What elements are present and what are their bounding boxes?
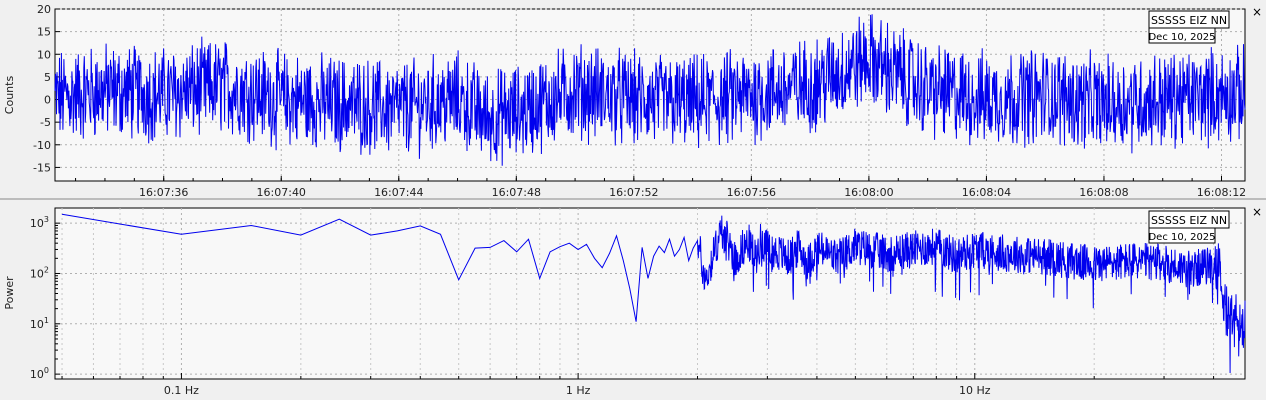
- waveform-y-tick-label: -15: [33, 161, 51, 174]
- waveform-panel: -15 -10 -5 0 5 10 15 20 16:07:36 16:07:40 16:07:44…: [3, 3, 1262, 199]
- waveform-y-tick-label: -10: [33, 139, 51, 152]
- waveform-station-stamp: SSSSS EIZ NN Dec 10, 2025: [1148, 10, 1230, 44]
- waveform-station-label: SSSSS EIZ NN: [1151, 14, 1227, 27]
- spectrum-x-tick-label: 1 Hz: [566, 384, 591, 397]
- waveform-y-tick-label: 10: [37, 48, 51, 61]
- spectrum-plot-background: [54, 207, 1246, 380]
- spectrum-close-icon[interactable]: ×: [1252, 205, 1262, 219]
- waveform-y-tick-label: -5: [40, 116, 51, 129]
- waveform-y-axis-title: Counts: [3, 76, 16, 115]
- waveform-ticks: -15 -10 -5 0 5 10 15 20 16:07:36 16:07:40 16:07:44…: [33, 3, 1246, 199]
- spectrum-station-label: SSSSS EIZ NN: [1151, 214, 1227, 227]
- spectrum-station-stamp: SSSSS EIZ NN Dec 10, 2025: [1148, 210, 1230, 244]
- spectrum-y-tick-label: 100: [30, 366, 49, 381]
- spectrum-panel: 100 101 102 103 0.1 Hz 1 Hz 10 Hz Power SSSSS …: [3, 205, 1262, 397]
- waveform-x-tick-label: 16:08:04: [962, 186, 1011, 199]
- waveform-date-label: Dec 10, 2025: [1148, 32, 1215, 43]
- spectrum-y-tick-label: 103: [30, 215, 49, 230]
- spectrum-date-label: Dec 10, 2025: [1148, 232, 1215, 243]
- waveform-x-tick-label: 16:07:36: [139, 186, 188, 199]
- waveform-x-tick-label: 16:08:12: [1197, 186, 1246, 199]
- spectrum-trace: [61, 213, 1246, 374]
- spectrum-ticks: 100 101 102 103 0.1 Hz 1 Hz 10 Hz: [30, 215, 1215, 397]
- waveform-x-tick-label: 16:07:40: [257, 186, 306, 199]
- waveform-x-tick-label: 16:08:08: [1079, 186, 1128, 199]
- spectrum-x-tick-label: 0.1 Hz: [164, 384, 199, 397]
- waveform-y-tick-label: 20: [37, 3, 51, 16]
- waveform-trace: [54, 14, 1246, 166]
- spectrum-y-tick-label: 101: [30, 316, 49, 331]
- spectrum-y-axis-title: Power: [3, 276, 16, 310]
- spectrum-y-tick-label: 102: [30, 265, 49, 280]
- waveform-x-tick-label: 16:07:56: [727, 186, 776, 199]
- spectrum-x-tick-label: 10 Hz: [959, 384, 991, 397]
- waveform-close-icon[interactable]: ×: [1252, 5, 1262, 19]
- waveform-y-tick-label: 0: [44, 94, 51, 107]
- waveform-x-tick-label: 16:07:48: [492, 186, 541, 199]
- waveform-x-tick-label: 16:07:52: [609, 186, 658, 199]
- waveform-y-tick-label: 5: [44, 71, 51, 84]
- waveform-x-tick-label: 16:08:00: [844, 186, 893, 199]
- waveform-y-tick-label: 15: [37, 26, 51, 39]
- waveform-x-tick-label: 16:07:44: [374, 186, 423, 199]
